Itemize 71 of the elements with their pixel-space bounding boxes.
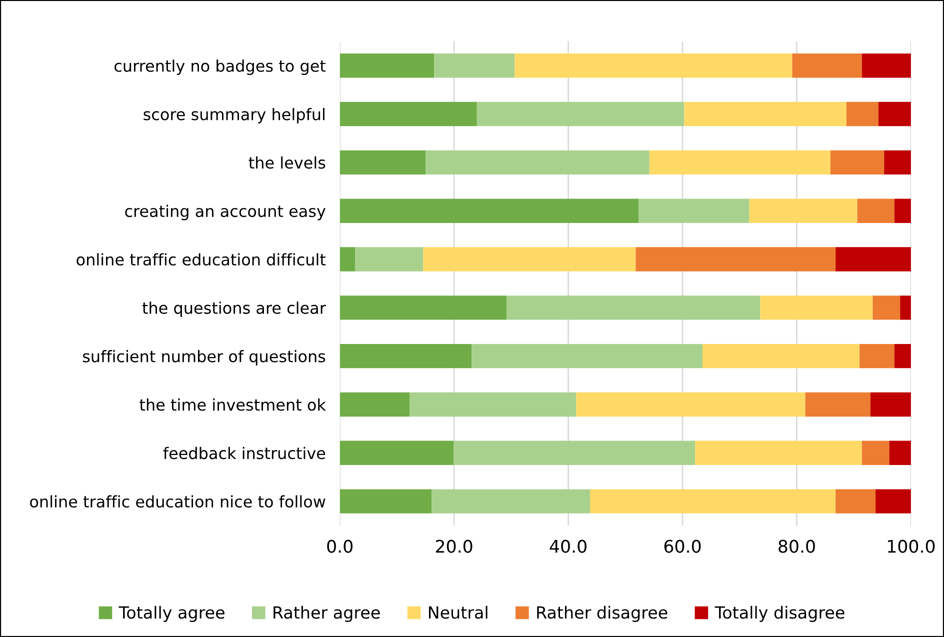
bar xyxy=(884,150,911,175)
y-tick-label: online traffic education nice to follow xyxy=(30,495,326,508)
y-tick-label: creating an account easy xyxy=(125,204,326,220)
y-tick-label: the levels xyxy=(248,156,326,169)
bar xyxy=(862,54,911,78)
bar xyxy=(792,54,862,78)
y-tick-label: feedback instructive xyxy=(163,446,326,460)
bar xyxy=(410,392,576,417)
bar xyxy=(514,54,792,78)
bar xyxy=(870,392,911,417)
bar xyxy=(894,198,911,223)
bar xyxy=(857,198,894,223)
bar xyxy=(702,344,860,368)
x-tick-label: 20.0 xyxy=(436,540,472,553)
bar xyxy=(830,150,884,175)
bar xyxy=(340,440,454,466)
bar xyxy=(878,102,911,126)
y-tick-label: the questions are clear xyxy=(142,302,326,318)
bar xyxy=(862,440,890,466)
bar xyxy=(876,489,911,514)
bar xyxy=(506,296,760,320)
y-tick-label: online traffic education difficult xyxy=(76,253,326,266)
x-tick-label: 60.0 xyxy=(664,540,701,553)
bar xyxy=(340,54,434,78)
bar xyxy=(636,247,836,272)
x-tick-label: 80.0 xyxy=(778,540,815,553)
bar xyxy=(453,440,696,466)
legend-label: Rather disagree xyxy=(537,606,668,622)
legend-label: Totally agree xyxy=(118,606,224,622)
legend-label: Rather agree xyxy=(274,606,380,622)
bar xyxy=(836,489,876,514)
bar xyxy=(749,198,858,223)
y-tick-label: the time investment ok xyxy=(140,398,326,411)
x-tick-label: 0.0 xyxy=(327,540,352,553)
bar xyxy=(340,392,410,417)
bar xyxy=(472,344,702,368)
bar xyxy=(476,102,684,126)
bar xyxy=(355,247,424,272)
y-tick-label: currently no badges to get xyxy=(114,60,326,75)
bar xyxy=(638,198,750,223)
bar xyxy=(340,489,432,514)
bar xyxy=(900,296,911,320)
bar xyxy=(894,344,911,368)
bar xyxy=(590,489,836,514)
bar xyxy=(649,150,830,175)
bar xyxy=(340,247,356,272)
bar xyxy=(805,392,870,417)
bar xyxy=(434,54,515,78)
bar xyxy=(340,296,507,320)
x-tick-label: 100.0 xyxy=(888,540,935,553)
bar xyxy=(340,344,472,368)
bar xyxy=(860,344,894,368)
bar xyxy=(340,102,477,126)
y-tick-label: score summary helpful xyxy=(144,108,324,124)
x-tick-label: 40.0 xyxy=(550,540,586,553)
legend-label: Totally disagree xyxy=(714,606,844,622)
bar xyxy=(423,247,636,272)
y-tick-label: sufficient number of questions xyxy=(82,350,326,366)
bar xyxy=(836,247,911,272)
legend-label: Neutral xyxy=(428,606,488,619)
bar xyxy=(340,198,639,223)
bar xyxy=(889,440,911,466)
bar xyxy=(432,489,590,514)
bar xyxy=(426,150,650,175)
bar xyxy=(846,102,878,126)
bar xyxy=(695,440,862,466)
bar xyxy=(340,150,426,175)
bar xyxy=(760,296,873,320)
bar xyxy=(872,296,900,320)
bar xyxy=(684,102,846,126)
bar xyxy=(576,392,806,417)
